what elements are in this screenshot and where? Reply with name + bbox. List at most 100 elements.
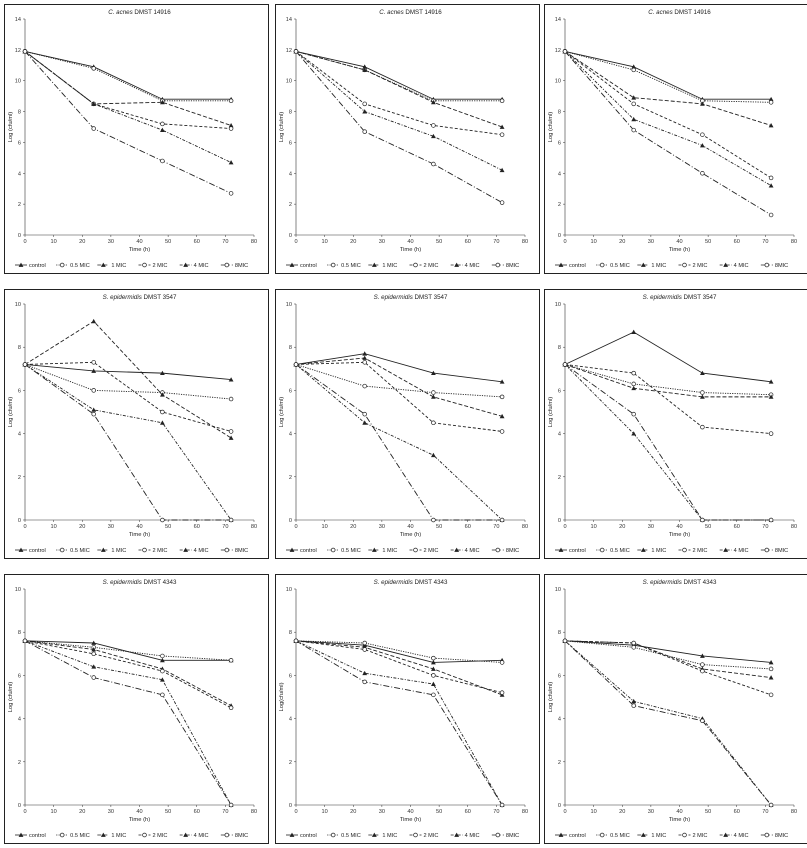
- legend-item: 4 MIC: [179, 547, 209, 554]
- y-tick-label: 10: [286, 302, 292, 308]
- x-tick-label: 0: [294, 239, 297, 245]
- legend-label: control: [300, 548, 317, 554]
- data-point: [160, 677, 165, 682]
- x-tick-label: 20: [79, 524, 85, 530]
- data-point: [631, 703, 636, 708]
- chart-title: S. epidermidis DMST 4343: [643, 579, 717, 586]
- legend-marker: [764, 832, 770, 838]
- series-line: [295, 357, 503, 417]
- y-tick-label: 2: [18, 475, 21, 481]
- series-line: [564, 51, 772, 126]
- data-point: [91, 360, 96, 365]
- y-tick-label: 6: [18, 673, 21, 679]
- x-tick-label: 30: [108, 239, 114, 245]
- x-axis-label: Time (h): [669, 817, 690, 823]
- chart-panel: C. acnes DMST 14916 0 2 4 6 8 10 12 14 0 10 20 30 40 5…: [275, 4, 540, 274]
- y-tick-label: 0: [558, 803, 561, 809]
- legend-marker: [640, 262, 646, 267]
- x-tick-label: 30: [108, 809, 114, 815]
- legend-marker: [723, 832, 729, 837]
- series-line: [564, 51, 772, 187]
- data-point: [700, 390, 705, 395]
- x-axis-label: Time (h): [129, 817, 150, 823]
- legend-marker: [18, 547, 24, 552]
- legend-item: 0.5 MIC: [327, 547, 361, 554]
- series-control: [22, 49, 234, 102]
- series-line: [564, 640, 772, 806]
- x-tick-label: 20: [619, 239, 625, 245]
- series-4-mic: [293, 49, 505, 173]
- y-tick-label: 2: [18, 202, 21, 208]
- series-line: [295, 364, 503, 521]
- data-point: [228, 705, 234, 711]
- chart-svg: S. epidermidis DMST 4343 0 2 4 6 8 10 0 10 20 30 40…: [8, 579, 257, 839]
- data-point: [631, 431, 637, 436]
- x-tick-label: 0: [294, 524, 297, 530]
- legend-item: 8MIC: [491, 262, 519, 269]
- data-point: [91, 66, 96, 71]
- series-line: [564, 364, 772, 521]
- y-tick-label: 6: [289, 140, 292, 146]
- y-tick-label: 6: [18, 388, 21, 394]
- chart-title-italic: S. epidermidis: [374, 294, 413, 301]
- x-tick-label: 60: [734, 524, 740, 530]
- legend-label: 0.5 MIC: [70, 548, 90, 554]
- legend-label: 4 MIC: [194, 548, 209, 554]
- y-tick-label: 10: [286, 79, 292, 85]
- x-tick-label: 10: [591, 524, 597, 530]
- legend-label: 0.5 MIC: [610, 263, 630, 269]
- y-tick-label: 2: [289, 760, 292, 766]
- data-point: [22, 49, 28, 54]
- series-line: [24, 640, 232, 806]
- legend-item: control: [555, 262, 586, 269]
- legend-label: control: [29, 548, 46, 554]
- y-tick-label: 2: [558, 202, 561, 208]
- series-2-mic: [22, 638, 234, 711]
- y-tick-label: 2: [558, 760, 561, 766]
- legend-item: 2 MIC: [409, 832, 438, 839]
- x-tick-label: 40: [136, 524, 142, 530]
- series-1-mic: [22, 318, 234, 440]
- x-tick-label: 20: [619, 809, 625, 815]
- data-point: [768, 183, 774, 188]
- series-line: [295, 640, 503, 694]
- series-1-mic: [562, 49, 774, 128]
- legend-marker: [18, 832, 24, 837]
- data-point: [631, 67, 636, 73]
- series-2-mic: [562, 362, 774, 436]
- series-line: [295, 50, 503, 102]
- legend-label: 2 MIC: [693, 833, 708, 839]
- x-tick-label: 60: [465, 239, 471, 245]
- legend-marker: [330, 262, 336, 268]
- x-tick-label: 30: [648, 524, 654, 530]
- data-point: [22, 362, 28, 367]
- x-axis-label: Time (h): [400, 532, 421, 538]
- chart-svg: C. acnes DMST 14916 0 2 4 6 8 10 12 14 0 10 20 30 40 5…: [8, 9, 257, 269]
- legend-label: 2 MIC: [153, 263, 168, 269]
- data-point: [91, 664, 97, 669]
- y-tick-label: 10: [555, 79, 561, 85]
- chart-svg: S. epidermidis DMST 3547 0 2 4 6 8 10 0 10 20 30 40…: [548, 294, 797, 554]
- y-tick-label: 12: [286, 48, 292, 54]
- data-point: [562, 362, 568, 367]
- data-point: [631, 640, 636, 646]
- series-0.5-mic: [293, 362, 505, 400]
- x-tick-label: 40: [136, 809, 142, 815]
- data-point: [228, 517, 234, 523]
- x-tick-label: 70: [762, 809, 768, 815]
- x-tick-label: 30: [379, 239, 385, 245]
- y-tick-label: 4: [18, 432, 21, 438]
- y-tick-label: 6: [558, 673, 561, 679]
- legend-label: 8MIC: [775, 263, 788, 269]
- chart-title: S. epidermidis DMST 4343: [103, 579, 177, 586]
- series-2-mic: [293, 360, 505, 434]
- series-line: [24, 51, 232, 163]
- data-point: [431, 133, 436, 139]
- chart-title-rest: DMST 4343: [142, 579, 177, 586]
- series-4-mic: [562, 49, 774, 188]
- data-point: [700, 662, 705, 667]
- y-tick-label: 10: [15, 79, 21, 85]
- series-1-mic: [22, 638, 234, 708]
- data-point: [362, 101, 367, 107]
- x-tick-label: 20: [350, 239, 356, 245]
